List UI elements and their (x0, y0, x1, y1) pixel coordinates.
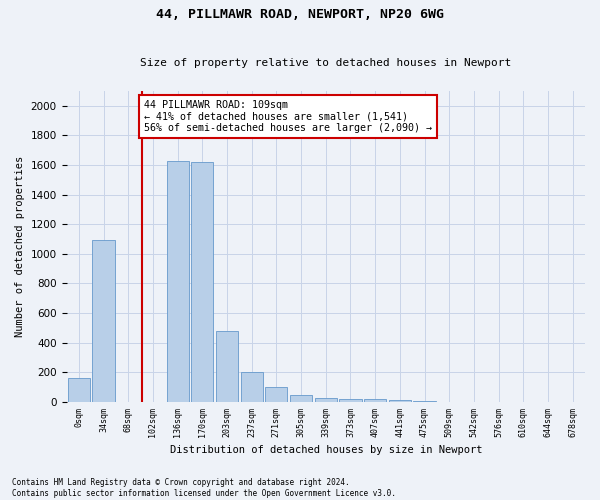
Bar (413, 401, 436, 402)
Title: Size of property relative to detached houses in Newport: Size of property relative to detached ho… (140, 58, 511, 68)
Bar (389, 400, 411, 402)
Bar (290, 395, 312, 402)
Text: Contains HM Land Registry data © Crown copyright and database right 2024.
Contai: Contains HM Land Registry data © Crown c… (12, 478, 396, 498)
X-axis label: Distribution of detached houses by size in Newport: Distribution of detached houses by size … (170, 445, 482, 455)
Bar (216, 331, 238, 402)
Bar (191, 162, 214, 402)
Y-axis label: Number of detached properties: Number of detached properties (15, 156, 25, 337)
Bar (92, 240, 115, 402)
Text: 44, PILLMAWR ROAD, NEWPORT, NP20 6WG: 44, PILLMAWR ROAD, NEWPORT, NP20 6WG (156, 8, 444, 20)
Bar (265, 387, 287, 402)
Bar (167, 162, 189, 402)
Bar (340, 399, 362, 402)
Bar (241, 372, 263, 402)
Bar (68, 378, 90, 402)
Bar (364, 399, 386, 402)
Bar (314, 398, 337, 402)
Text: 44 PILLMAWR ROAD: 109sqm
← 41% of detached houses are smaller (1,541)
56% of sem: 44 PILLMAWR ROAD: 109sqm ← 41% of detach… (144, 100, 432, 133)
